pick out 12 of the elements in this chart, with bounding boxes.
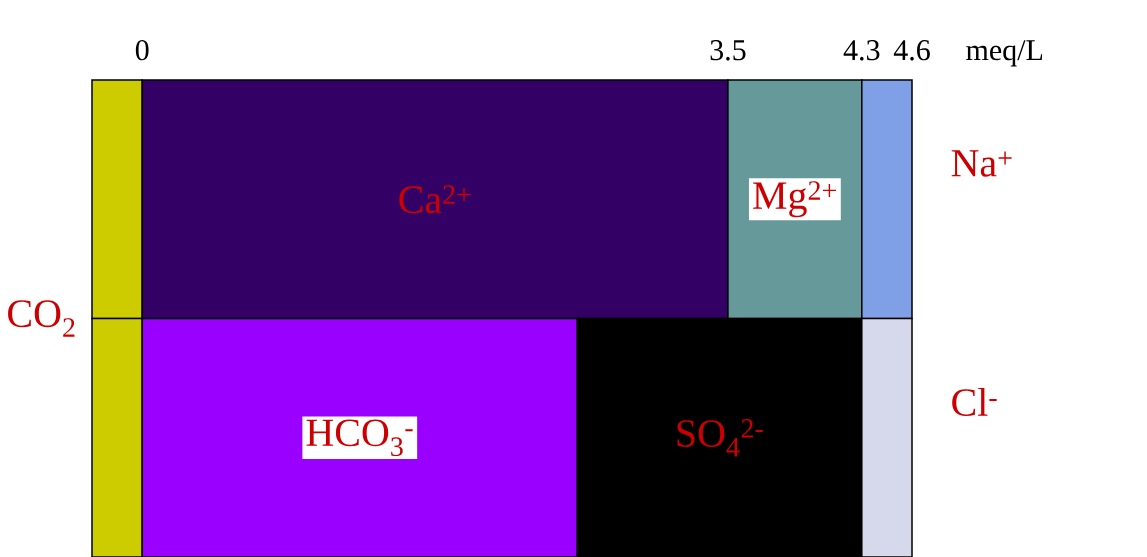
x-tick-label: 4.3 (843, 40, 880, 61)
x-axis-title: meq/L (966, 40, 1043, 67)
series-label: CO$_{2}$ (8, 300, 75, 337)
series-label: Cl$^{-}$ (952, 387, 997, 417)
x-tick-label: 4.6 (893, 40, 930, 61)
x-tick-label: 3.5 (710, 40, 746, 61)
series-label: Na$^{+}$ (951, 150, 1012, 177)
series-label: Mg$^{2+}$ (753, 181, 836, 218)
x-tick-label: 0 (135, 40, 149, 61)
series-label: SO$_{4}$2- (677, 419, 763, 457)
series-label: HCO$_{3}$- (306, 419, 413, 457)
series-label: Ca$^{2+}$ (399, 185, 471, 214)
